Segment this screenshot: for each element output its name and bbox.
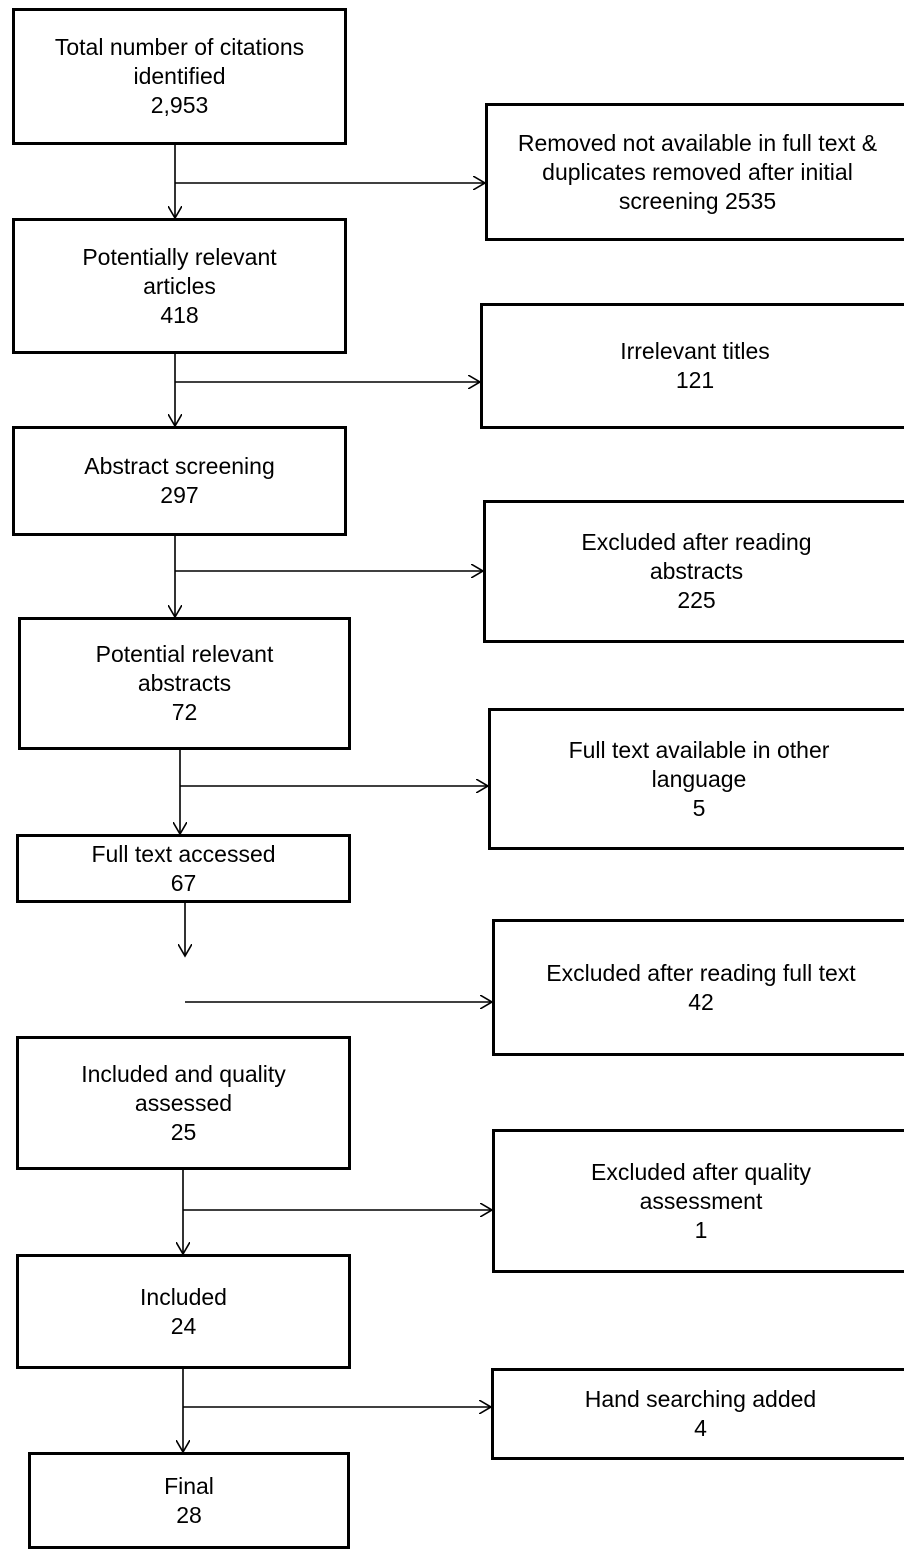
box-label: Final [164,1472,214,1499]
box-value: 67 [170,869,197,896]
box-value: 121 [675,367,715,393]
box-irrelevant-titles: Irrelevant titles 121 [480,303,904,429]
box-label: Excluded after reading full text [546,959,856,986]
box-excluded-abstracts: Excluded after reading abstracts 225 [483,500,904,643]
box-removed-duplicates: Removed not available in full text & dup… [485,103,904,241]
box-label: Excluded after quality assessment [591,1158,811,1214]
box-label: Hand searching added [584,1386,817,1412]
box-value: 4 [694,1415,707,1441]
box-value: 1 [694,1216,708,1243]
box-value: 24 [170,1312,197,1339]
box-label: Total number of citations identified [54,34,305,89]
box-potentially-relevant-articles: Potentially relevant articles 418 [12,218,347,354]
box-label: Abstract screening [84,453,275,479]
box-included: Included 24 [16,1254,351,1369]
box-hand-searching: Hand searching added 4 [491,1368,904,1460]
box-label: Potentially relevant articles [82,243,277,299]
box-excluded-full-text: Excluded after reading full text 42 [492,919,904,1056]
box-abstract-screening: Abstract screening 297 [12,426,347,536]
box-label: Removed not available in full text & dup… [517,129,878,214]
box-value: 297 [160,482,199,508]
box-value: 5 [692,794,706,821]
box-included-quality-assessed: Included and quality assessed 25 [16,1036,351,1170]
box-final: Final 28 [28,1452,350,1549]
box-value: 42 [688,988,714,1015]
box-total-citations: Total number of citations identified 2,9… [12,8,347,145]
box-label: Full text available in other language [568,736,830,792]
box-full-text-accessed: Full text accessed 67 [16,834,351,903]
box-value: 418 [160,301,199,328]
box-potential-relevant-abstracts: Potential relevant abstracts 72 [18,617,351,750]
box-excluded-quality: Excluded after quality assessment 1 [492,1129,904,1273]
box-value: 28 [176,1501,202,1528]
box-value: 25 [170,1118,197,1145]
box-label: Included and quality assessed [81,1060,286,1116]
box-label: Potential relevant abstracts [95,641,274,696]
box-label: Full text accessed [91,840,276,867]
box-value: 2,953 [150,92,209,118]
box-label: Included [140,1283,227,1310]
box-other-language: Full text available in other language 5 [488,708,904,850]
box-label: Excluded after reading abstracts [581,529,812,584]
box-value: 225 [677,587,716,613]
box-label: Irrelevant titles [620,338,770,364]
box-value: 72 [171,699,198,725]
